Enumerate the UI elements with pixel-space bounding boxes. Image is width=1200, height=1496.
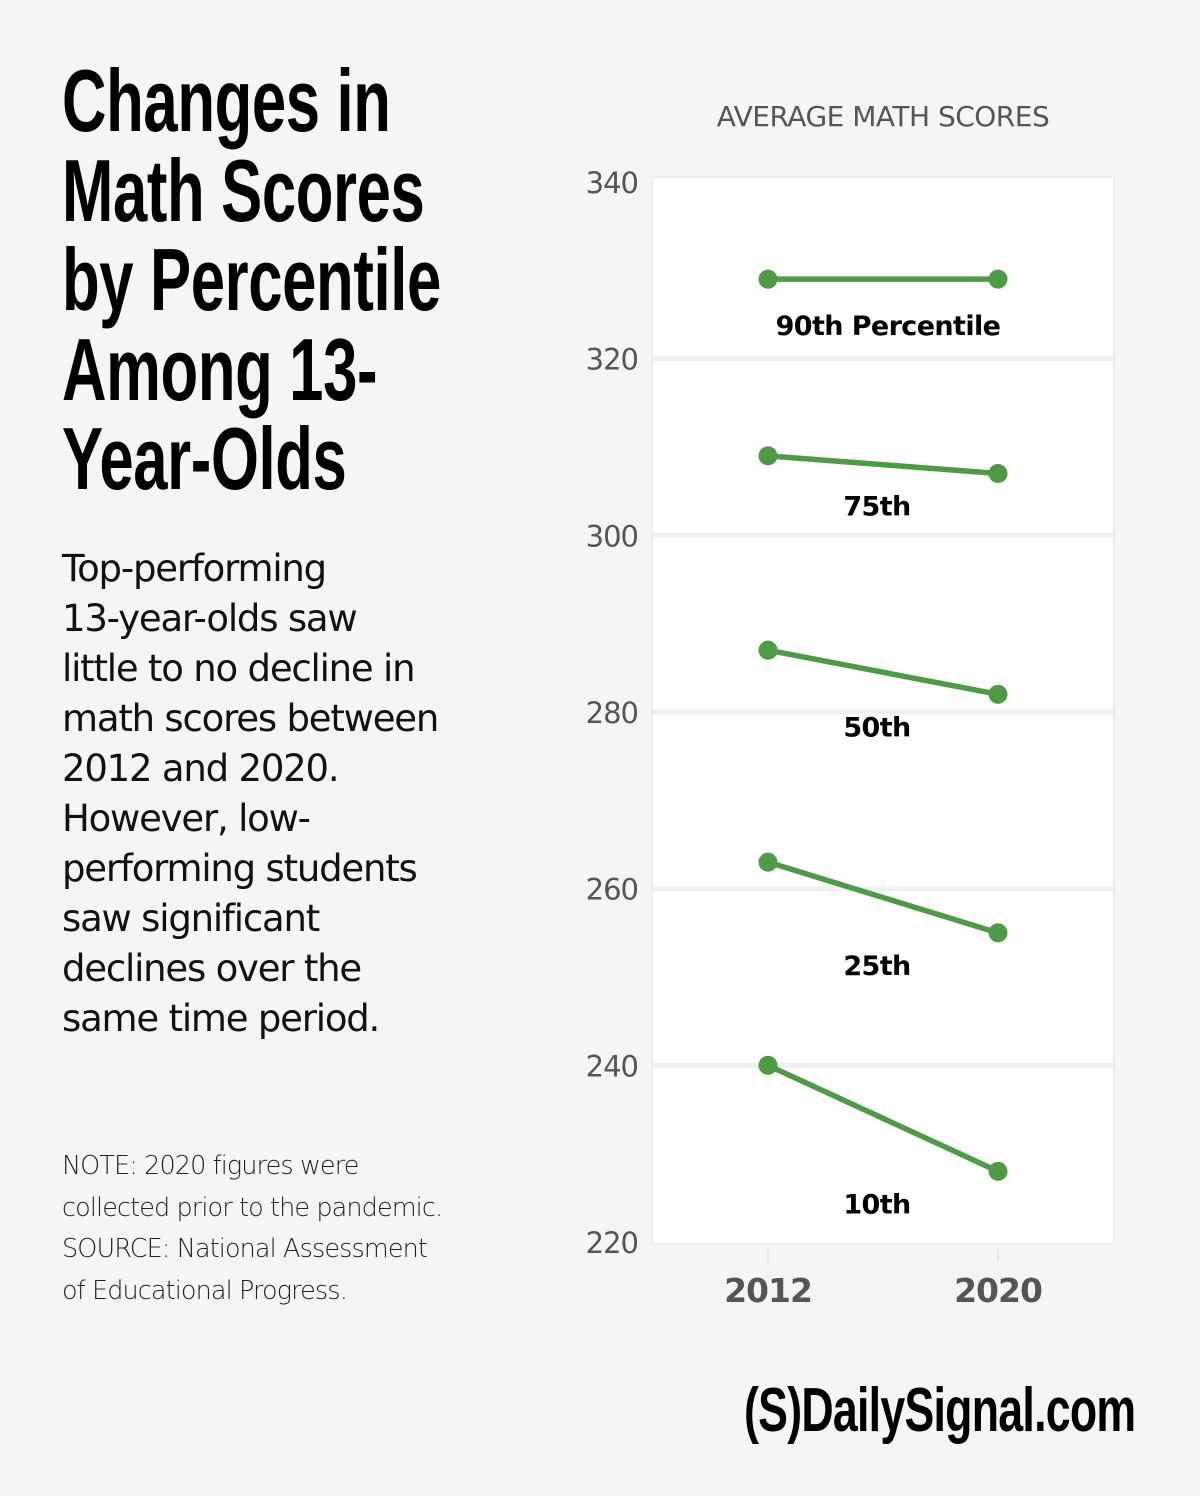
description-line: declines over the xyxy=(62,947,362,990)
description-line: performing students xyxy=(62,847,418,890)
series-label: 10th xyxy=(843,1189,910,1220)
source-note: NOTE: 2020 figures were collected prior … xyxy=(62,1146,532,1312)
data-point xyxy=(988,684,1008,704)
series-label: 90th Percentile xyxy=(776,311,1001,342)
gridline xyxy=(653,886,1113,892)
y-tick-label: 340 xyxy=(586,166,638,200)
gridline xyxy=(653,532,1113,538)
title-line: Math Scores xyxy=(62,140,425,240)
y-tick-label: 300 xyxy=(586,519,638,553)
y-tick-label: 320 xyxy=(586,343,638,377)
description-line: same time period. xyxy=(62,997,380,1040)
series-line xyxy=(766,1062,1000,1174)
title-line: Among 13- xyxy=(62,319,378,419)
series-group: 90th Percentile xyxy=(758,269,1008,342)
chart-title: AVERAGE MATH SCORES xyxy=(716,100,1050,133)
series-group: 10th xyxy=(758,1055,1008,1220)
x-tick-label: 2020 xyxy=(954,1271,1042,1310)
title-line: Changes in xyxy=(62,51,391,150)
description-line: 13-year-olds saw xyxy=(62,597,358,640)
series-line xyxy=(767,859,999,936)
series-group: 75th xyxy=(758,446,1008,523)
description-line: saw significant xyxy=(62,897,320,940)
data-point xyxy=(758,640,778,660)
description-line: little to no decline in xyxy=(62,647,416,690)
series-line xyxy=(767,647,999,698)
data-point xyxy=(758,269,778,289)
data-point xyxy=(988,923,1008,943)
data-point xyxy=(758,446,778,466)
gridline xyxy=(653,356,1113,362)
title-line: by Percentile xyxy=(62,230,441,329)
data-point xyxy=(988,269,1008,289)
series-label: 50th xyxy=(843,712,910,743)
data-point xyxy=(988,1161,1008,1181)
note-line: of Educational Progress. xyxy=(62,1275,348,1306)
x-tick-label: 2012 xyxy=(724,1271,812,1310)
note-line: NOTE: 2020 figures were xyxy=(62,1151,359,1181)
series-label: 75th xyxy=(843,492,910,523)
data-point xyxy=(758,852,778,872)
y-tick-label: 280 xyxy=(586,696,638,730)
description-line: Top-performing xyxy=(62,547,327,590)
y-tick-label: 240 xyxy=(586,1049,638,1083)
description-line: 2012 and 2020. xyxy=(62,747,340,790)
y-tick-label: 260 xyxy=(586,873,638,907)
note-line: collected prior to the pandemic. xyxy=(62,1192,443,1223)
description-line: However, low- xyxy=(62,797,311,840)
gridline xyxy=(653,1062,1113,1068)
note-line: SOURCE: National Assessment xyxy=(62,1234,428,1264)
title-line: Year-Olds xyxy=(62,409,347,508)
page-title: Changes in Math Scores by Percentile Amo… xyxy=(62,56,454,504)
data-point xyxy=(758,1055,778,1075)
description-line: math scores between xyxy=(62,697,439,740)
y-tick-label: 220 xyxy=(586,1226,638,1260)
series-line xyxy=(767,453,999,477)
series-group: 25th xyxy=(758,852,1008,982)
description: Top-performing 13-year-olds saw little t… xyxy=(62,544,542,1044)
logo-text: DailySignal.com xyxy=(801,1376,1136,1445)
data-point xyxy=(988,464,1008,483)
series-group: 50th xyxy=(758,640,1008,743)
logo: (S)DailySignal.com xyxy=(744,1376,1136,1445)
gridline xyxy=(653,709,1113,715)
series-label: 25th xyxy=(843,951,910,982)
logo-mark: (S) xyxy=(744,1376,802,1445)
